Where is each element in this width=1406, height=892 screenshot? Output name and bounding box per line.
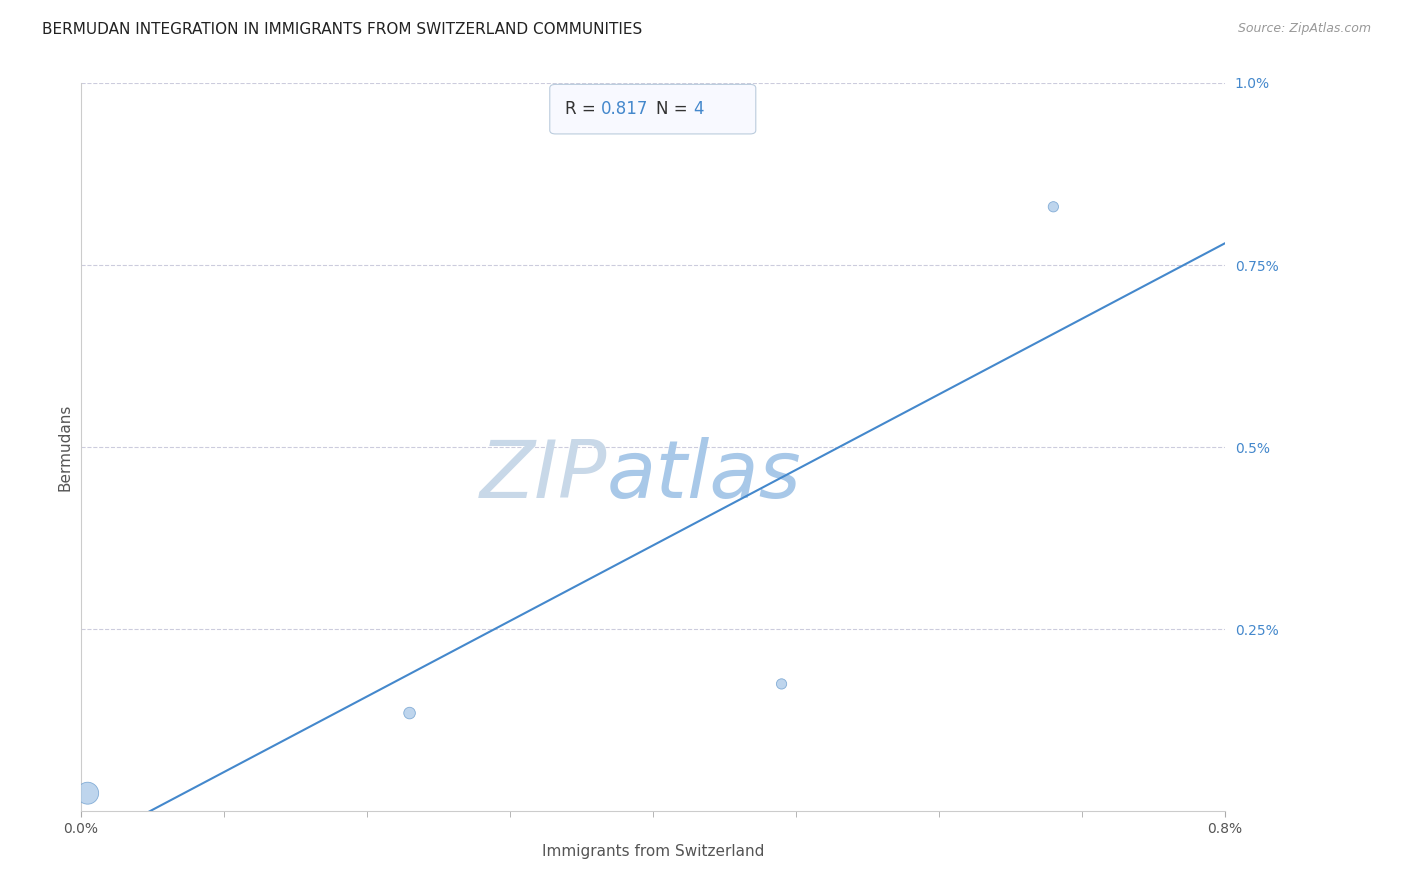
Y-axis label: Bermudans: Bermudans [58, 403, 72, 491]
X-axis label: Immigrants from Switzerland: Immigrants from Switzerland [541, 844, 763, 859]
Point [76, 786, 98, 800]
Text: atlas: atlas [607, 437, 801, 516]
Text: 0.817: 0.817 [602, 100, 648, 118]
Point [398, 706, 420, 720]
Text: ZIP: ZIP [479, 437, 607, 516]
Point [1042, 200, 1064, 214]
Text: R =: R = [565, 100, 602, 118]
FancyBboxPatch shape [550, 85, 756, 134]
Text: Source: ZipAtlas.com: Source: ZipAtlas.com [1237, 22, 1371, 36]
Text: BERMUDAN INTEGRATION IN IMMIGRANTS FROM SWITZERLAND COMMUNITIES: BERMUDAN INTEGRATION IN IMMIGRANTS FROM … [42, 22, 643, 37]
Text: 4: 4 [693, 100, 703, 118]
Text: N =: N = [657, 100, 693, 118]
Point [770, 677, 793, 691]
